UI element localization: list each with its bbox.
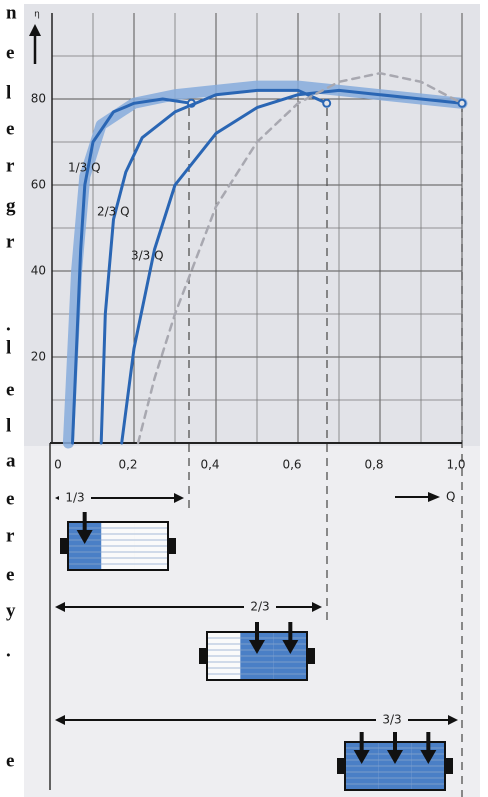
margin-letter: e bbox=[6, 42, 14, 63]
y-axis-label: η bbox=[34, 10, 40, 20]
margin-letter: l bbox=[6, 82, 11, 103]
pump-icon bbox=[337, 732, 453, 791]
range-label: 2/3 bbox=[250, 600, 269, 614]
x-tick-label: 0 bbox=[54, 458, 62, 472]
range-label: 1/3 bbox=[65, 491, 84, 505]
margin-letter: e bbox=[6, 118, 14, 139]
pump-nub bbox=[307, 648, 315, 664]
x-axis-label: Q bbox=[446, 490, 455, 504]
arrow-head bbox=[387, 750, 403, 764]
margin-letter: e bbox=[6, 488, 14, 509]
margin-letter: r bbox=[6, 525, 15, 546]
end-marker bbox=[457, 98, 467, 108]
arrow-head bbox=[76, 530, 93, 544]
y-tick-label: 40 bbox=[31, 264, 46, 278]
series-line bbox=[120, 88, 464, 445]
margin-letter: l bbox=[6, 415, 11, 436]
label-bg bbox=[59, 489, 91, 507]
y-tick-label: 80 bbox=[31, 92, 46, 106]
arrow-head bbox=[312, 602, 322, 612]
margin-letter: . bbox=[6, 640, 11, 661]
margin-letter: a bbox=[6, 450, 16, 471]
pump-icon bbox=[60, 512, 176, 571]
arrow-head bbox=[448, 715, 458, 725]
lower-panel bbox=[24, 446, 480, 797]
x-tick-label: 0,4 bbox=[200, 458, 219, 472]
arrow-head bbox=[174, 493, 184, 503]
series-line bbox=[99, 88, 329, 445]
arrow-head bbox=[428, 492, 440, 502]
pump-nub bbox=[337, 758, 345, 774]
arrow-head bbox=[55, 715, 65, 725]
pump-outline bbox=[67, 521, 169, 571]
margin-letter: g bbox=[6, 195, 16, 216]
y-tick-label: 60 bbox=[31, 178, 46, 192]
x-tick-label: 0,8 bbox=[364, 458, 383, 472]
margin-letter: e bbox=[6, 564, 14, 585]
margin-letter: . bbox=[6, 314, 11, 335]
x-tick-label: 1,0 bbox=[446, 458, 465, 472]
margin-letter: n bbox=[6, 2, 17, 23]
margin-letter: e bbox=[6, 750, 14, 771]
arrow-head bbox=[420, 750, 437, 764]
pump-icon bbox=[199, 622, 315, 681]
label-bg bbox=[244, 598, 276, 616]
arrow-head bbox=[55, 602, 65, 612]
margin-letter: y bbox=[6, 600, 16, 621]
pump-nub bbox=[60, 538, 68, 554]
label-bg bbox=[376, 711, 408, 729]
pump-nub bbox=[168, 538, 176, 554]
arrow-head bbox=[282, 640, 299, 654]
arrow-head bbox=[353, 750, 370, 764]
pump-nub bbox=[199, 648, 207, 664]
x-tick-label: 0,6 bbox=[282, 458, 301, 472]
arrow-head bbox=[29, 24, 41, 36]
end-marker bbox=[322, 98, 332, 108]
x-tick-label: 0,2 bbox=[118, 458, 137, 472]
series-line bbox=[71, 97, 193, 445]
curve-label: 1/3 Q bbox=[68, 161, 101, 175]
curve-label: 2/3 Q bbox=[97, 205, 130, 219]
arrow-head bbox=[249, 640, 265, 654]
y-tick-label: 20 bbox=[31, 350, 46, 364]
curve-label: 3/3 Q bbox=[131, 249, 164, 263]
pump-nub bbox=[445, 758, 453, 774]
margin-letter: l bbox=[6, 337, 11, 358]
range-label: 3/3 bbox=[382, 713, 401, 727]
margin-letter: r bbox=[6, 155, 15, 176]
margin-letter: r bbox=[6, 231, 15, 252]
margin-letter: e bbox=[6, 379, 14, 400]
series-line bbox=[136, 71, 464, 445]
